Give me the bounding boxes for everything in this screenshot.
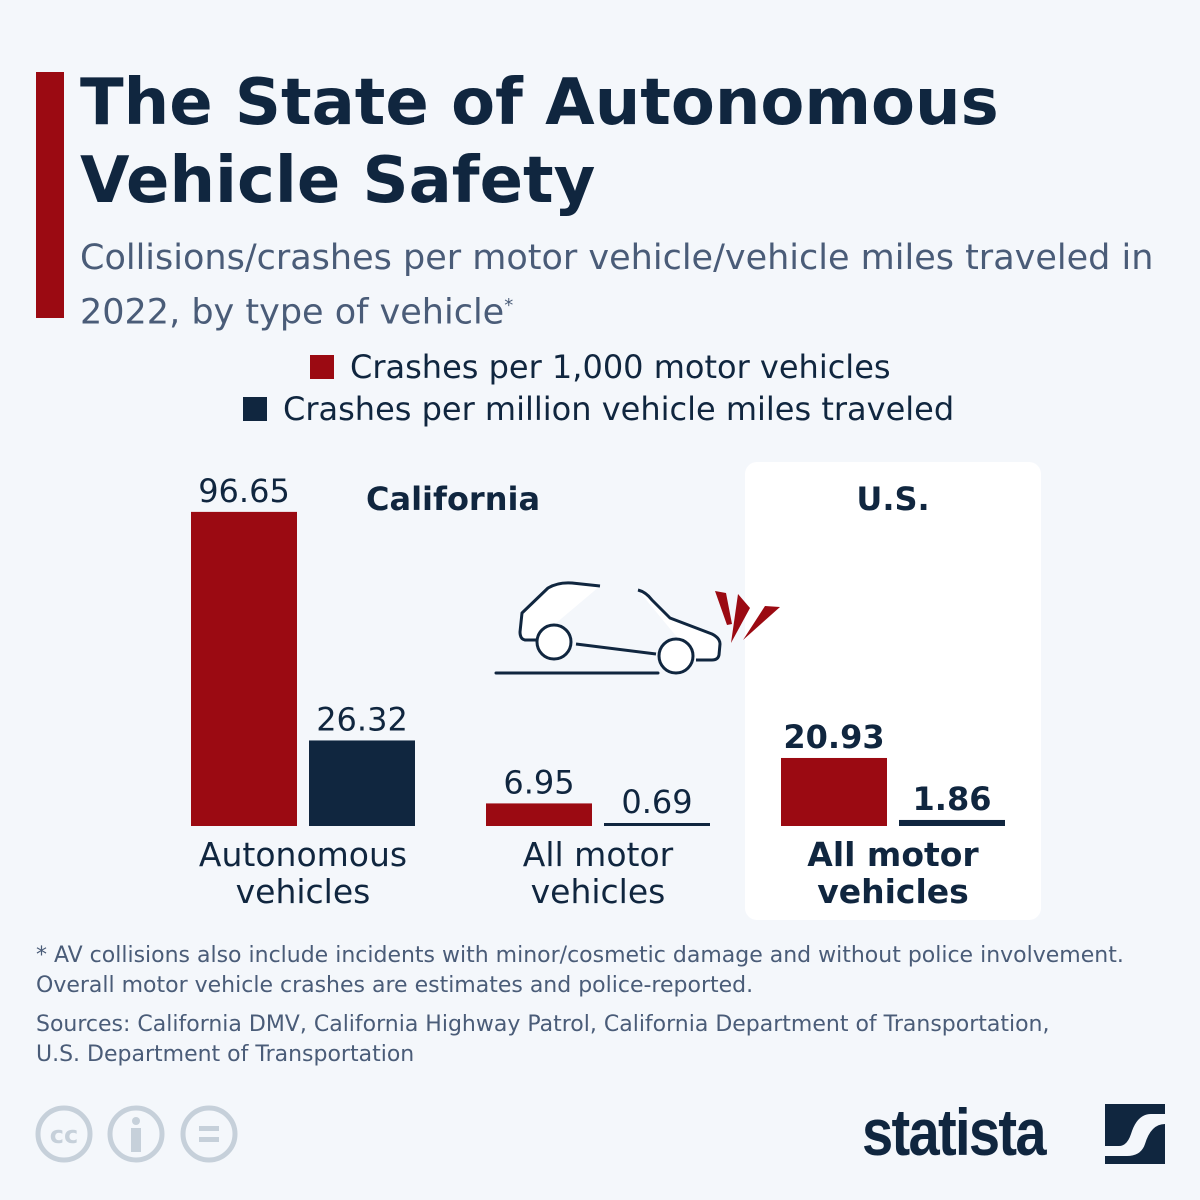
subtitle-text: Collisions/crashes per motor vehicle/veh… bbox=[80, 238, 1154, 333]
car-crash-icon bbox=[494, 581, 780, 675]
legend-item-red: Crashes per 1,000 motor vehicles bbox=[310, 348, 891, 386]
statista-logo-icon bbox=[1105, 1104, 1165, 1164]
bar-crashes-per-1000-vehicles bbox=[486, 803, 592, 826]
bar-crashes-per-million-miles bbox=[899, 819, 1005, 826]
svg-text:cc: cc bbox=[50, 1121, 78, 1149]
attribution-icon bbox=[107, 1105, 165, 1163]
statista-logo-text: statista bbox=[862, 1095, 1047, 1169]
bar-chart: 96.6526.32Autonomousvehicles6.950.69All … bbox=[191, 472, 1005, 911]
bar-crashes-per-1000-vehicles bbox=[191, 511, 297, 826]
sources-2: U.S. Department of Transportation bbox=[36, 1042, 415, 1067]
bar-crashes-per-million-miles bbox=[604, 823, 710, 826]
bar-crashes-per-million-miles bbox=[309, 740, 415, 826]
footnote-2: Overall motor vehicle crashes are estima… bbox=[36, 973, 754, 998]
page-title: The State of Autonomous Vehicle Safety bbox=[80, 66, 999, 218]
legend-swatch bbox=[243, 397, 267, 421]
legend-swatch bbox=[310, 355, 334, 379]
license-icons: cc bbox=[35, 1105, 238, 1163]
title-accent-bar bbox=[36, 72, 64, 318]
subtitle: Collisions/crashes per motor vehicle/veh… bbox=[80, 234, 1180, 337]
subtitle-footnote-mark: * bbox=[504, 295, 514, 316]
bar-value-label: 1.86 bbox=[913, 780, 992, 818]
category-label: All motor bbox=[523, 835, 674, 874]
sources-1: Sources: California DMV, California High… bbox=[36, 1012, 1050, 1037]
us-panel bbox=[745, 462, 1041, 920]
bar-value-label: 6.95 bbox=[503, 763, 574, 801]
category-label: vehicles bbox=[531, 872, 666, 911]
category-label: Autonomous bbox=[199, 835, 407, 874]
group-label-california: California bbox=[366, 480, 541, 518]
bar-value-label: 20.93 bbox=[783, 718, 884, 756]
group-label-us: U.S. bbox=[856, 480, 930, 518]
category-label: All motor bbox=[807, 835, 979, 874]
no-derivatives-icon bbox=[180, 1105, 238, 1163]
legend-label: Crashes per 1,000 motor vehicles bbox=[350, 348, 891, 386]
category-label: vehicles bbox=[236, 872, 371, 911]
legend-item-navy: Crashes per million vehicle miles travel… bbox=[243, 390, 954, 428]
bar-value-label: 0.69 bbox=[621, 783, 692, 821]
category-label: vehicles bbox=[817, 872, 969, 911]
bar-crashes-per-1000-vehicles bbox=[781, 757, 887, 826]
cc-icon: cc bbox=[35, 1105, 93, 1163]
bar-value-label: 96.65 bbox=[198, 472, 290, 510]
bar-value-label: 26.32 bbox=[316, 700, 408, 738]
footnote-1: * AV collisions also include incidents w… bbox=[36, 943, 1124, 968]
legend-label: Crashes per million vehicle miles travel… bbox=[283, 390, 955, 428]
